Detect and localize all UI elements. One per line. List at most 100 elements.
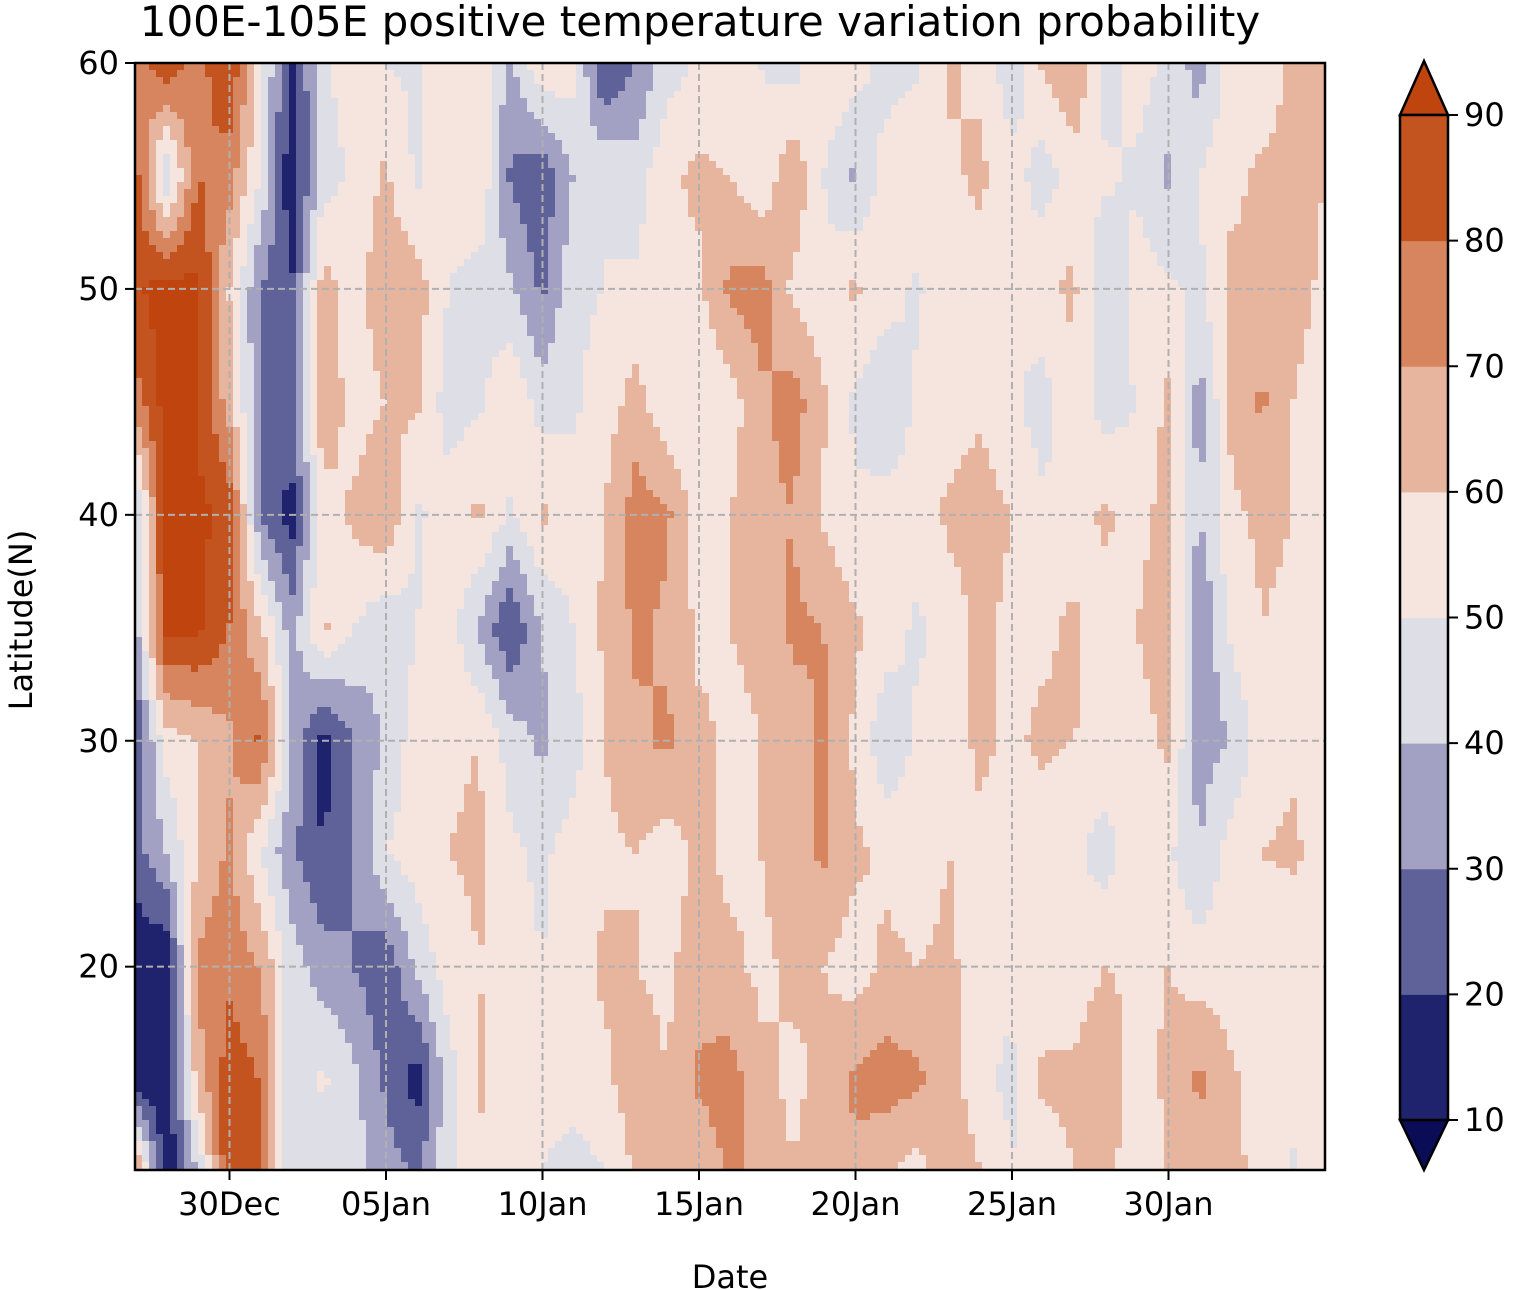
heatmap-cell [1311,84,1319,92]
heatmap-cell [758,203,766,211]
heatmap-cell [443,210,451,218]
heatmap-cell [1283,210,1291,218]
heatmap-cell [772,91,780,99]
heatmap-cell [1185,210,1193,218]
heatmap-cell [254,266,262,274]
heatmap-cell [765,210,773,218]
heatmap-cell [177,252,185,260]
heatmap-cell [373,70,381,78]
heatmap-cell [499,224,507,232]
heatmap-cell [310,84,318,92]
heatmap-cell [646,70,654,78]
heatmap-cell [758,210,766,218]
heatmap-cell [142,252,150,260]
heatmap-cell [212,182,220,190]
heatmap-cell [639,119,647,127]
heatmap-cell [520,105,528,113]
heatmap-cell [709,182,717,190]
heatmap-cell [1003,98,1011,106]
heatmap-cell [555,147,563,155]
heatmap-cell [562,182,570,190]
heatmap-cell [765,182,773,190]
heatmap-cell [562,238,570,246]
heatmap-cell [1269,182,1277,190]
heatmap-cell [905,133,913,141]
heatmap-cell [1073,119,1081,127]
heatmap-cell [240,231,248,239]
heatmap-cell [982,77,990,85]
heatmap-cell [163,154,171,162]
heatmap-cell [793,154,801,162]
heatmap-cell [632,77,640,85]
heatmap-cell [1171,259,1179,267]
heatmap-cell [821,119,829,127]
heatmap-cell [275,140,283,148]
heatmap-cell [583,217,591,225]
heatmap-cell [1178,112,1186,120]
heatmap-cell [352,231,360,239]
heatmap-cell [597,217,605,225]
heatmap-cell [597,168,605,176]
heatmap-cell [569,105,577,113]
heatmap-cell [639,210,647,218]
heatmap-cell [618,133,626,141]
heatmap-cell [1017,168,1025,176]
heatmap-cell [170,203,178,211]
heatmap-cell [653,161,661,169]
heatmap-cell [625,238,633,246]
heatmap-cell [310,91,318,99]
heatmap-cell [1094,147,1102,155]
heatmap-cell [296,231,304,239]
heatmap-cell [1136,252,1144,260]
heatmap-cell [142,70,150,78]
heatmap-cell [940,133,948,141]
heatmap-cell [982,147,990,155]
heatmap-cell [1031,217,1039,225]
heatmap-cell [464,119,472,127]
heatmap-cell [884,140,892,148]
heatmap-cell [548,84,556,92]
heatmap-cell [177,98,185,106]
heatmap-cell [709,189,717,197]
heatmap-cell [282,196,290,204]
heatmap-cell [1073,98,1081,106]
heatmap-cell [618,245,626,253]
heatmap-cell [1269,105,1277,113]
heatmap-cell [919,140,927,148]
heatmap-cell [1318,70,1325,78]
heatmap-cell [1262,259,1270,267]
heatmap-cell [408,266,416,274]
heatmap-cell [1094,140,1102,148]
heatmap-cell [261,105,269,113]
heatmap-cell [135,217,143,225]
heatmap-cell [1276,63,1284,71]
heatmap-cell [842,147,850,155]
heatmap-cell [828,217,836,225]
heatmap-cell [534,91,542,99]
heatmap-cell [856,77,864,85]
heatmap-cell [275,91,283,99]
heatmap-cell [751,238,759,246]
heatmap-cell [254,224,262,232]
heatmap-cell [1262,126,1270,134]
heatmap-cell [415,259,423,267]
heatmap-cell [604,154,612,162]
heatmap-cell [429,154,437,162]
heatmap-cell [891,98,899,106]
heatmap-cell [380,112,388,120]
heatmap-cell [275,126,283,134]
heatmap-cell [1213,84,1221,92]
heatmap-cell [583,252,591,260]
heatmap-cell [170,231,178,239]
heatmap-cell [863,217,871,225]
heatmap-cell [1010,154,1018,162]
heatmap-cell [345,147,353,155]
heatmap-cell [744,126,752,134]
heatmap-cell [352,147,360,155]
heatmap-cell [289,266,297,274]
heatmap-cell [1206,161,1214,169]
heatmap-cell [1304,63,1312,71]
heatmap-cell [576,266,584,274]
heatmap-cell [961,203,969,211]
heatmap-cell [331,203,339,211]
